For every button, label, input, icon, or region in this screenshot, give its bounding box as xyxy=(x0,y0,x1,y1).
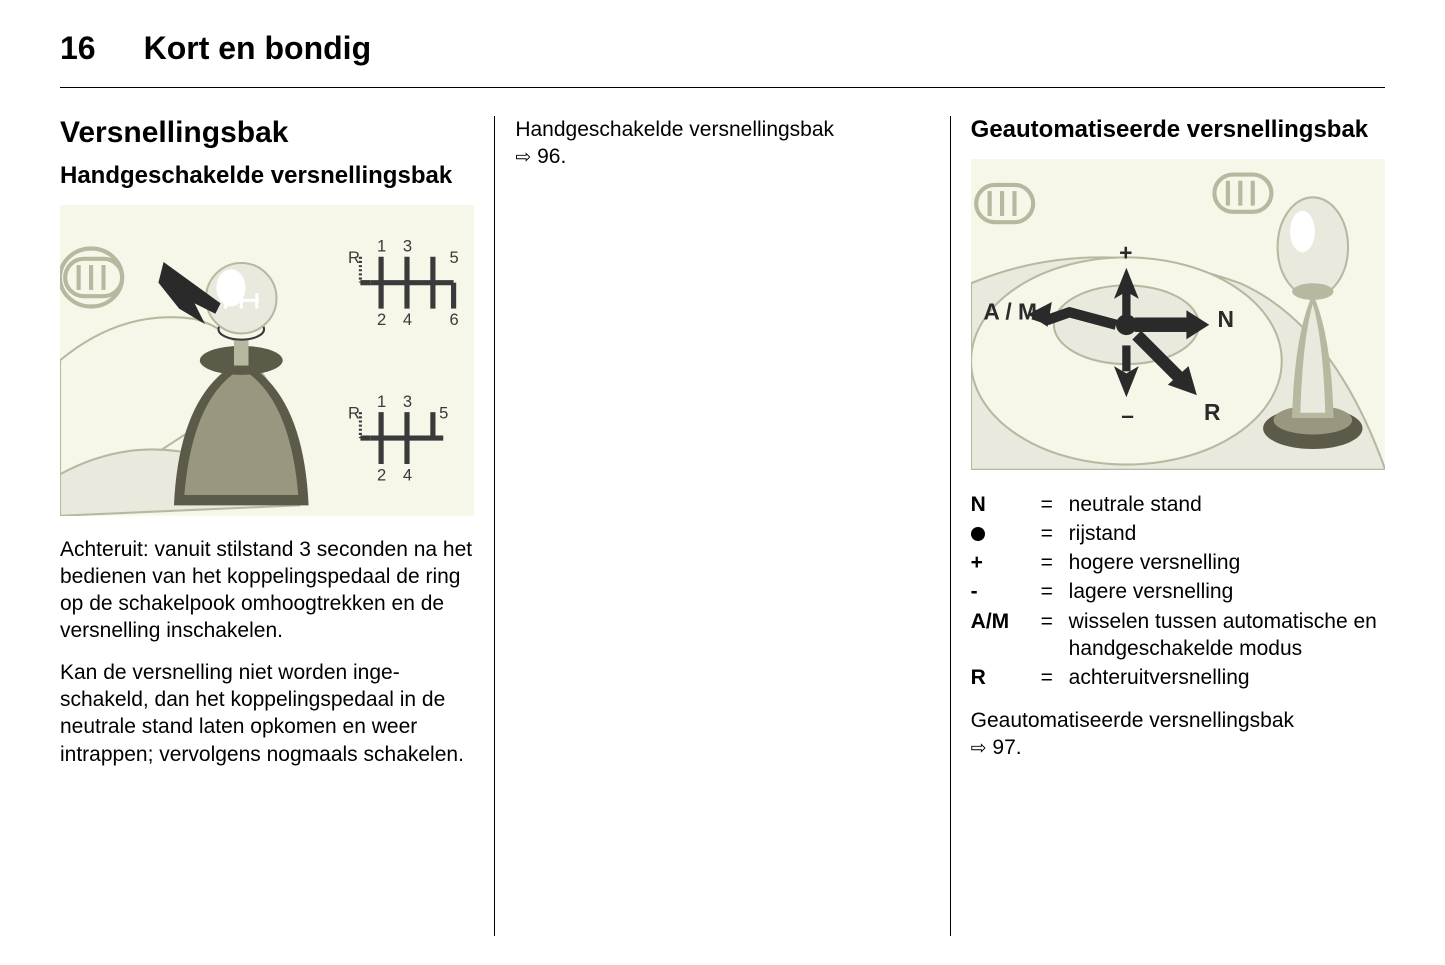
svg-text:2: 2 xyxy=(377,310,386,329)
legend-row: R = achteruitversnelling xyxy=(971,663,1385,692)
legend-sym: A/M xyxy=(971,607,1041,664)
chapter-title: Kort en bondig xyxy=(144,30,372,67)
content-columns: Versnellingsbak Handgeschakelde versnell… xyxy=(60,116,1385,936)
subsection-automated: Geautomatiseerde versnellingsbak xyxy=(971,116,1385,145)
svg-text:4: 4 xyxy=(403,465,412,484)
legend-desc: lagere versnelling xyxy=(1069,577,1385,606)
ref-text: Geautomatiseerde versnellingsbak xyxy=(971,709,1294,732)
legend-sym: + xyxy=(971,548,1041,577)
svg-text:R: R xyxy=(348,403,360,422)
legend-row: = rijstand xyxy=(971,519,1385,548)
automated-gearbox-illustration: + – A / M N R xyxy=(971,159,1385,470)
svg-text:3: 3 xyxy=(403,392,412,411)
legend-sym: N xyxy=(971,490,1041,519)
svg-text:1: 1 xyxy=(377,392,386,411)
legend-desc: rijstand xyxy=(1069,519,1385,548)
legend-eq: = xyxy=(1041,607,1069,664)
svg-text:–: – xyxy=(1121,402,1134,428)
column-2: Handgeschakelde versnellingsbak ⇨ 96. xyxy=(495,116,950,936)
legend-eq: = xyxy=(1041,490,1069,519)
figure-automated-gearbox: + – A / M N R xyxy=(971,159,1385,470)
ref-text: Handgeschakelde versnellingsbak xyxy=(515,118,834,141)
legend-sym: R xyxy=(971,663,1041,692)
dot-icon xyxy=(971,527,985,541)
ref-page: 97. xyxy=(992,736,1021,759)
svg-text:5: 5 xyxy=(449,248,458,267)
ref-arrow-icon: ⇨ xyxy=(515,146,531,171)
legend-desc: hogere versnelling xyxy=(1069,548,1385,577)
svg-text:+: + xyxy=(1119,239,1132,265)
svg-text:5: 5 xyxy=(439,403,448,422)
para-cannot-engage: Kan de versnelling niet worden inge­scha… xyxy=(60,659,474,768)
cross-ref-manual: Handgeschakelde versnellingsbak ⇨ 96. xyxy=(515,116,929,171)
svg-text:R: R xyxy=(1204,399,1220,425)
svg-text:N: N xyxy=(1217,306,1233,332)
legend-eq: = xyxy=(1041,663,1069,692)
manual-gearbox-illustration: R 1 3 5 2 4 6 xyxy=(60,205,474,516)
para-reverse-instructions: Achteruit: vanuit stilstand 3 seconden n… xyxy=(60,536,474,645)
page-header: 16 Kort en bondig xyxy=(60,30,1385,88)
ref-page: 96. xyxy=(537,145,566,168)
svg-text:6: 6 xyxy=(449,310,458,329)
svg-text:2: 2 xyxy=(377,465,386,484)
cross-ref-automated: Geautomatiseerde versnellingsbak ⇨ 97. xyxy=(971,707,1385,762)
legend-sym xyxy=(971,519,1041,548)
legend-eq: = xyxy=(1041,548,1069,577)
column-3: Geautomatiseerde versnellingsbak xyxy=(951,116,1385,936)
figure-manual-gearbox: R 1 3 5 2 4 6 xyxy=(60,205,474,516)
svg-text:A / M: A / M xyxy=(983,298,1037,324)
legend-row: + = hogere versnelling xyxy=(971,548,1385,577)
legend-sym: - xyxy=(971,577,1041,606)
svg-text:1: 1 xyxy=(377,236,386,255)
column-1: Versnellingsbak Handgeschakelde versnell… xyxy=(60,116,495,936)
legend-row: - = lagere versnelling xyxy=(971,577,1385,606)
legend-eq: = xyxy=(1041,519,1069,548)
section-title: Versnellingsbak xyxy=(60,116,474,150)
legend-row: N = neutrale stand xyxy=(971,490,1385,519)
legend-desc: achteruitversnelling xyxy=(1069,663,1385,692)
legend-desc: wisselen tussen automati­sche en handges… xyxy=(1069,607,1385,664)
svg-text:R: R xyxy=(348,248,360,267)
legend-desc: neutrale stand xyxy=(1069,490,1385,519)
legend-eq: = xyxy=(1041,577,1069,606)
subsection-manual: Handgeschakelde versnellingsbak xyxy=(60,162,474,191)
legend-row: A/M = wisselen tussen automati­sche en h… xyxy=(971,607,1385,664)
svg-text:4: 4 xyxy=(403,310,412,329)
page-number: 16 xyxy=(60,30,96,67)
legend-table: N = neutrale stand = rijstand + = hogere… xyxy=(971,490,1385,693)
ref-arrow-icon: ⇨ xyxy=(971,737,987,762)
svg-text:3: 3 xyxy=(403,236,412,255)
